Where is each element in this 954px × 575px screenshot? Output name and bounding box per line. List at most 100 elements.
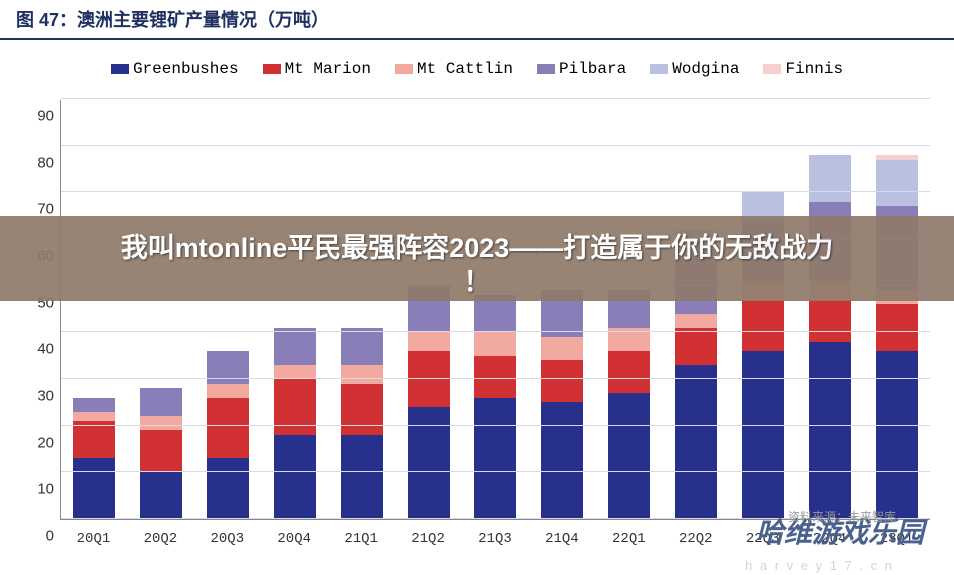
bar-segment-mt-marion xyxy=(876,304,918,351)
legend-item-greenbushes: Greenbushes xyxy=(111,60,239,78)
bar-segment-greenbushes xyxy=(73,458,115,519)
bar-group xyxy=(207,351,249,519)
x-tick-label: 20Q1 xyxy=(72,531,114,547)
x-tick-label: 21Q2 xyxy=(407,531,449,547)
grid-line xyxy=(61,98,930,99)
bar-group xyxy=(876,155,918,519)
bar-segment-pilbara xyxy=(140,388,182,416)
legend-swatch xyxy=(263,64,281,74)
grid-line xyxy=(61,191,930,192)
bar-segment-greenbushes xyxy=(207,458,249,519)
bar-segment-wodgina xyxy=(809,155,851,202)
legend-item-mt-cattlin: Mt Cattlin xyxy=(395,60,513,78)
grid-line xyxy=(61,331,930,332)
y-tick-label: 10 xyxy=(37,481,54,498)
legend-swatch xyxy=(650,64,668,74)
bar-segment-greenbushes xyxy=(274,435,316,519)
bar-segment-mt-marion xyxy=(742,300,784,351)
bar-group xyxy=(541,290,583,519)
watermark-url: h a r v e y 1 7 . c n xyxy=(745,558,894,573)
bar-group xyxy=(608,290,650,519)
x-tick-label: 21Q1 xyxy=(340,531,382,547)
grid-line xyxy=(61,471,930,472)
bar-segment-mt-marion xyxy=(408,351,450,407)
bars-container xyxy=(61,100,930,519)
legend-label: Mt Marion xyxy=(285,60,371,78)
bar-segment-wodgina xyxy=(876,160,918,207)
legend-label: Mt Cattlin xyxy=(417,60,513,78)
y-tick-label: 80 xyxy=(37,154,54,171)
bar-segment-greenbushes xyxy=(341,435,383,519)
x-tick-label: 20Q4 xyxy=(273,531,315,547)
grid-line xyxy=(61,378,930,379)
bar-segment-greenbushes xyxy=(809,342,851,519)
bar-segment-greenbushes xyxy=(140,472,182,519)
bar-segment-mt-cattlin xyxy=(140,416,182,430)
x-tick-label: 20Q3 xyxy=(206,531,248,547)
chart-title-bar: 图 47：澳洲主要锂矿产量情况（万吨） xyxy=(0,0,954,40)
bar-group xyxy=(274,328,316,519)
grid-line xyxy=(61,425,930,426)
legend-swatch xyxy=(111,64,129,74)
bar-segment-mt-marion xyxy=(608,351,650,393)
bar-segment-mt-marion xyxy=(474,356,516,398)
legend-swatch xyxy=(395,64,413,74)
bar-segment-mt-marion xyxy=(274,379,316,435)
bar-segment-mt-marion xyxy=(809,300,851,342)
bar-segment-greenbushes xyxy=(742,351,784,519)
x-tick-label: 20Q2 xyxy=(139,531,181,547)
legend-swatch xyxy=(537,64,555,74)
legend-label: Finnis xyxy=(785,60,843,78)
bar-segment-mt-cattlin xyxy=(408,332,450,351)
y-tick-label: 40 xyxy=(37,341,54,358)
bar-segment-greenbushes xyxy=(541,402,583,519)
bar-segment-mt-cattlin xyxy=(207,384,249,398)
legend-label: Pilbara xyxy=(559,60,626,78)
bar-segment-mt-marion xyxy=(675,328,717,365)
y-tick-label: 0 xyxy=(46,528,54,545)
bar-segment-greenbushes xyxy=(876,351,918,519)
plot xyxy=(60,100,930,520)
legend-item-wodgina: Wodgina xyxy=(650,60,739,78)
overlay-text-line2: ！ xyxy=(0,260,954,299)
legend-swatch xyxy=(763,64,781,74)
legend-label: Greenbushes xyxy=(133,60,239,78)
bar-segment-pilbara xyxy=(341,328,383,365)
bar-segment-mt-cattlin xyxy=(341,365,383,384)
bar-segment-mt-cattlin xyxy=(541,337,583,360)
legend: Greenbushes Mt Marion Mt Cattlin Pilbara… xyxy=(0,60,954,78)
bar-segment-greenbushes xyxy=(675,365,717,519)
chart-title: 图 47：澳洲主要锂矿产量情况（万吨） xyxy=(16,6,329,32)
y-tick-label: 90 xyxy=(37,108,54,125)
y-tick-label: 30 xyxy=(37,388,54,405)
bar-segment-mt-marion xyxy=(73,421,115,458)
y-tick-label: 20 xyxy=(37,434,54,451)
bar-segment-mt-marion xyxy=(140,430,182,472)
legend-item-pilbara: Pilbara xyxy=(537,60,626,78)
x-tick-label: 21Q3 xyxy=(474,531,516,547)
overlay-banner: 我叫mtonline平民最强阵容2023——打造属于你的无敌战力 ！ xyxy=(0,216,954,301)
bar-segment-mt-marion xyxy=(341,384,383,435)
grid-line xyxy=(61,145,930,146)
bar-group xyxy=(809,155,851,519)
bar-segment-pilbara xyxy=(73,398,115,412)
bar-group xyxy=(341,328,383,519)
x-tick-label: 22Q2 xyxy=(675,531,717,547)
bar-segment-mt-marion xyxy=(541,360,583,402)
source-note: 资料来源：未来智库 xyxy=(788,508,896,525)
chart-area: 20Q120Q220Q320Q421Q121Q221Q321Q422Q122Q2… xyxy=(60,100,930,545)
bar-segment-mt-cattlin xyxy=(474,332,516,355)
legend-item-finnis: Finnis xyxy=(763,60,843,78)
bar-group xyxy=(73,398,115,519)
bar-segment-greenbushes xyxy=(474,398,516,519)
bar-segment-mt-cattlin xyxy=(73,412,115,421)
x-tick-label: 22Q1 xyxy=(608,531,650,547)
bar-group xyxy=(474,295,516,519)
bar-segment-mt-cattlin xyxy=(675,314,717,328)
bar-segment-mt-cattlin xyxy=(274,365,316,379)
bar-group xyxy=(408,286,450,519)
bar-segment-greenbushes xyxy=(608,393,650,519)
bar-segment-mt-marion xyxy=(207,398,249,459)
legend-item-mt-marion: Mt Marion xyxy=(263,60,371,78)
bar-group xyxy=(140,388,182,519)
